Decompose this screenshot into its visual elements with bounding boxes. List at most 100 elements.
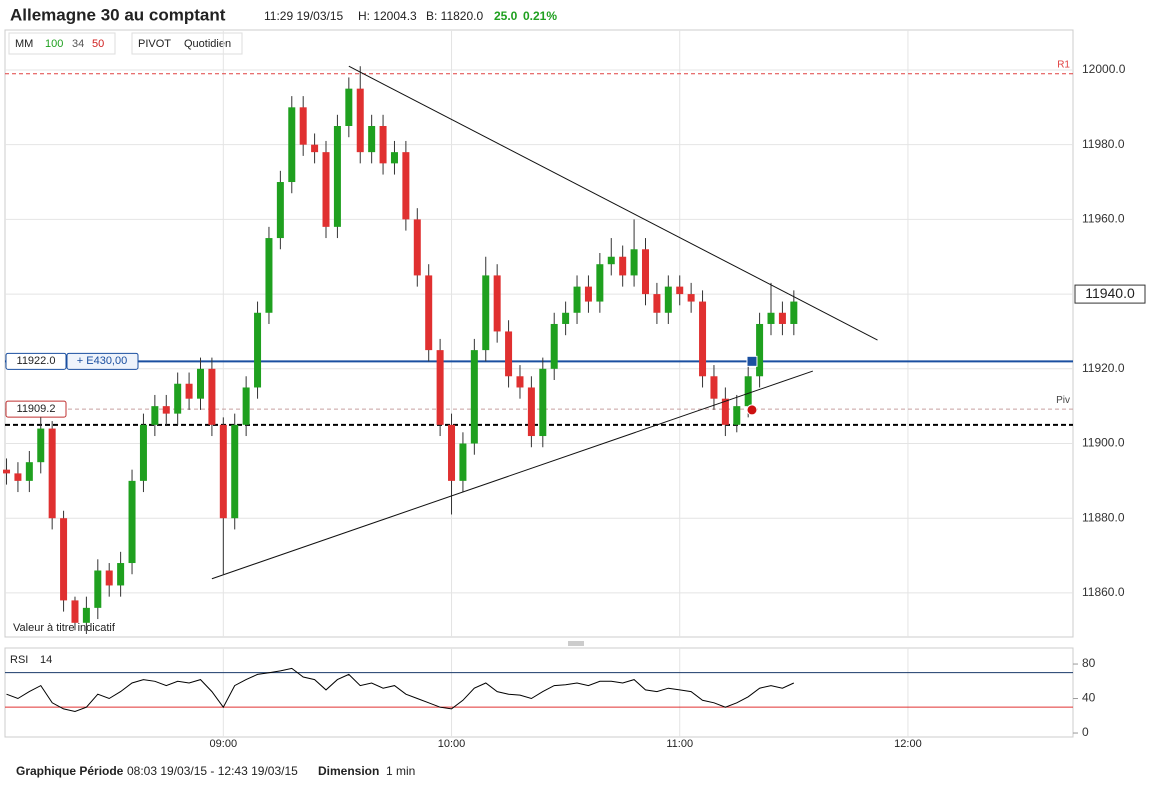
rsi-frame <box>4 647 1074 738</box>
change-pct: 0.21% <box>523 9 557 23</box>
candle-body <box>767 312 775 324</box>
candle-body <box>3 469 11 474</box>
candle-body <box>276 182 284 239</box>
candle-body <box>254 312 262 388</box>
x-tick-label: 12:00 <box>894 738 922 750</box>
level-tag: + E430,00 <box>77 355 127 367</box>
level-label: 11922.0 <box>17 355 56 367</box>
rsi-line <box>6 667 795 713</box>
pivot-period: Quotidien <box>184 38 231 50</box>
level-name: Piv <box>1056 395 1070 406</box>
candle-body <box>139 424 147 481</box>
mm-label: MM <box>15 38 33 50</box>
candle-body <box>288 107 296 183</box>
candle-body <box>756 323 764 377</box>
level-tag-box <box>66 352 139 370</box>
candle-body <box>82 607 90 623</box>
candle-body <box>562 312 570 324</box>
level-name: R1 <box>1057 59 1070 70</box>
resize-handle[interactable] <box>568 641 584 646</box>
candle-body <box>196 368 204 399</box>
trend-line <box>348 65 878 341</box>
candle-body <box>641 249 649 295</box>
candle-body <box>25 462 33 481</box>
candle-body <box>778 312 786 324</box>
y-tick-label: 11980.0 <box>1082 137 1125 151</box>
candle-body <box>105 570 113 586</box>
candle-body <box>710 376 718 399</box>
candle-body <box>619 256 627 276</box>
mm-period: 34 <box>72 38 84 50</box>
time: 11:29 19/03/15 <box>264 9 344 23</box>
x-tick-label: 10:00 <box>438 738 466 750</box>
plot-frame <box>4 29 1074 638</box>
note: Valeur à titre indicatif <box>13 622 116 634</box>
candle-body <box>676 286 684 295</box>
candle-body <box>550 323 558 369</box>
candle-body <box>733 406 741 425</box>
high: H: 12004.3 <box>358 9 417 23</box>
mm-box <box>8 32 116 55</box>
candle-body <box>333 125 341 227</box>
level-label: 11909.2 <box>17 403 56 415</box>
candle-body <box>721 398 729 425</box>
candle-body <box>345 88 353 126</box>
candle-body <box>174 383 182 414</box>
y-tick-label: 11880.0 <box>1082 510 1125 524</box>
mm-period: 50 <box>92 38 104 50</box>
candle-body <box>151 406 159 425</box>
candle-body <box>48 428 56 519</box>
candle-body <box>356 88 364 153</box>
candle-body <box>527 387 535 437</box>
mm-period: 100 <box>45 38 63 50</box>
footer-dimension: 1 min <box>386 764 415 778</box>
pivot-label: PIVOT <box>138 38 171 50</box>
last-price-label: 11940.0 <box>1085 285 1135 301</box>
candle-body <box>185 383 193 399</box>
candle-body <box>322 152 330 227</box>
candle-body <box>596 264 604 302</box>
title: Allemagne 30 au comptant <box>10 5 226 24</box>
candle-body <box>448 424 456 481</box>
candle-body <box>516 376 524 388</box>
candle-body <box>299 107 307 145</box>
candle-body <box>425 275 433 351</box>
candle-body <box>208 368 216 425</box>
y-tick-label: 0 <box>1082 725 1089 739</box>
bid: B: 11820.0 <box>426 9 483 23</box>
candle-body <box>402 152 410 220</box>
candle-body <box>37 428 45 463</box>
y-tick-label: 11900.0 <box>1082 436 1125 450</box>
y-tick-label: 11960.0 <box>1082 212 1125 226</box>
candle-body <box>368 125 376 153</box>
footer-period-label: Graphique Période <box>16 764 124 778</box>
candle-body <box>311 144 319 153</box>
pivot-box <box>131 32 243 55</box>
trend-line <box>211 370 814 580</box>
candle-body <box>231 424 239 519</box>
candle-body <box>493 275 501 332</box>
candle-body <box>436 350 444 425</box>
y-tick-label: 40 <box>1082 691 1096 705</box>
rsi-period: 14 <box>40 654 52 666</box>
candle-body <box>539 368 547 437</box>
candle-body <box>379 125 387 164</box>
level-box <box>5 400 67 418</box>
candle-body <box>413 219 421 276</box>
x-tick-label: 11:00 <box>666 738 693 750</box>
candle-body <box>162 406 170 414</box>
candle-body <box>699 301 707 377</box>
candle-body <box>117 563 125 586</box>
candle-body <box>265 238 273 313</box>
candle-body <box>71 600 79 623</box>
marker <box>746 404 758 416</box>
candle-body <box>505 331 513 377</box>
candle-body <box>607 256 615 265</box>
y-tick-label: 11860.0 <box>1082 585 1125 599</box>
candle-body <box>790 301 798 324</box>
last-price-box <box>1074 284 1146 304</box>
marker <box>746 355 758 367</box>
candle-body <box>687 294 695 302</box>
footer-period: 08:03 19/03/15 - 12:43 19/03/15 <box>127 764 298 778</box>
